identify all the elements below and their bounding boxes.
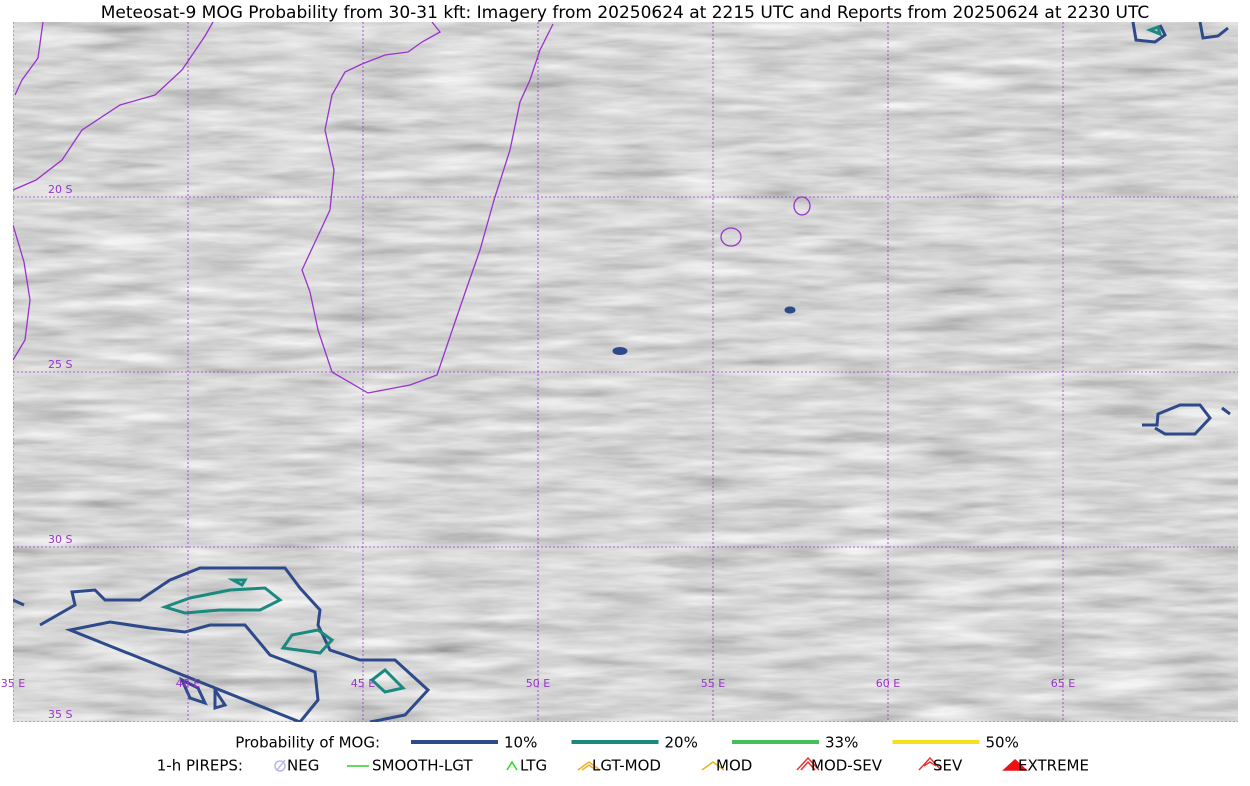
lon-label: 65 E (1051, 677, 1075, 690)
title: Meteosat-9 MOG Probability from 30-31 kf… (101, 3, 1150, 23)
mog-contours (13, 22, 1231, 722)
lat-label: 25 S (48, 358, 72, 371)
lat-label: 20 S (48, 183, 72, 196)
pirep-symbol (796, 756, 820, 771)
pirep-symbol (918, 756, 942, 771)
legend-label: SMOOTH-LGT (372, 757, 473, 775)
lat-label: 35 S (48, 708, 72, 721)
legend-label: 20% (665, 734, 698, 752)
lon-label: 50 E (526, 677, 550, 690)
legend-title: 1-h PIREPS: (157, 757, 243, 775)
lon-label: 45 E (351, 677, 375, 690)
legend-label: EXTREME (1018, 757, 1089, 775)
lon-label: 60 E (876, 677, 900, 690)
legend-label: LGT-MOD (592, 757, 661, 775)
legend-label: LTG (520, 757, 547, 775)
lon-label: 35 E (1, 677, 25, 690)
pirep-symbol (701, 761, 725, 771)
lon-label: 55 E (701, 677, 725, 690)
legend-label: 33% (825, 734, 858, 752)
graticule (13, 22, 1238, 722)
lat-label: 30 S (48, 533, 72, 546)
legend-label: SEV (933, 757, 963, 775)
legend-label: NEG (287, 757, 319, 775)
legend: Probability of MOG: 10% 20% 33% 50% 1-h PIREP… (157, 734, 1089, 775)
legend-label: 10% (504, 734, 537, 752)
lon-label: 40 E (176, 677, 200, 690)
pirep-symbol (577, 761, 601, 771)
pirep-symbol (506, 760, 518, 771)
map (13, 22, 1238, 722)
legend-label: MOD (716, 757, 752, 775)
legend-label: 50% (986, 734, 1019, 752)
coastlines (13, 22, 811, 394)
legend-title: Probability of MOG: (235, 734, 380, 752)
pirep-symbol (1002, 758, 1028, 771)
pirep-symbol (274, 759, 286, 772)
legend-label: MOD-SEV (811, 757, 883, 775)
